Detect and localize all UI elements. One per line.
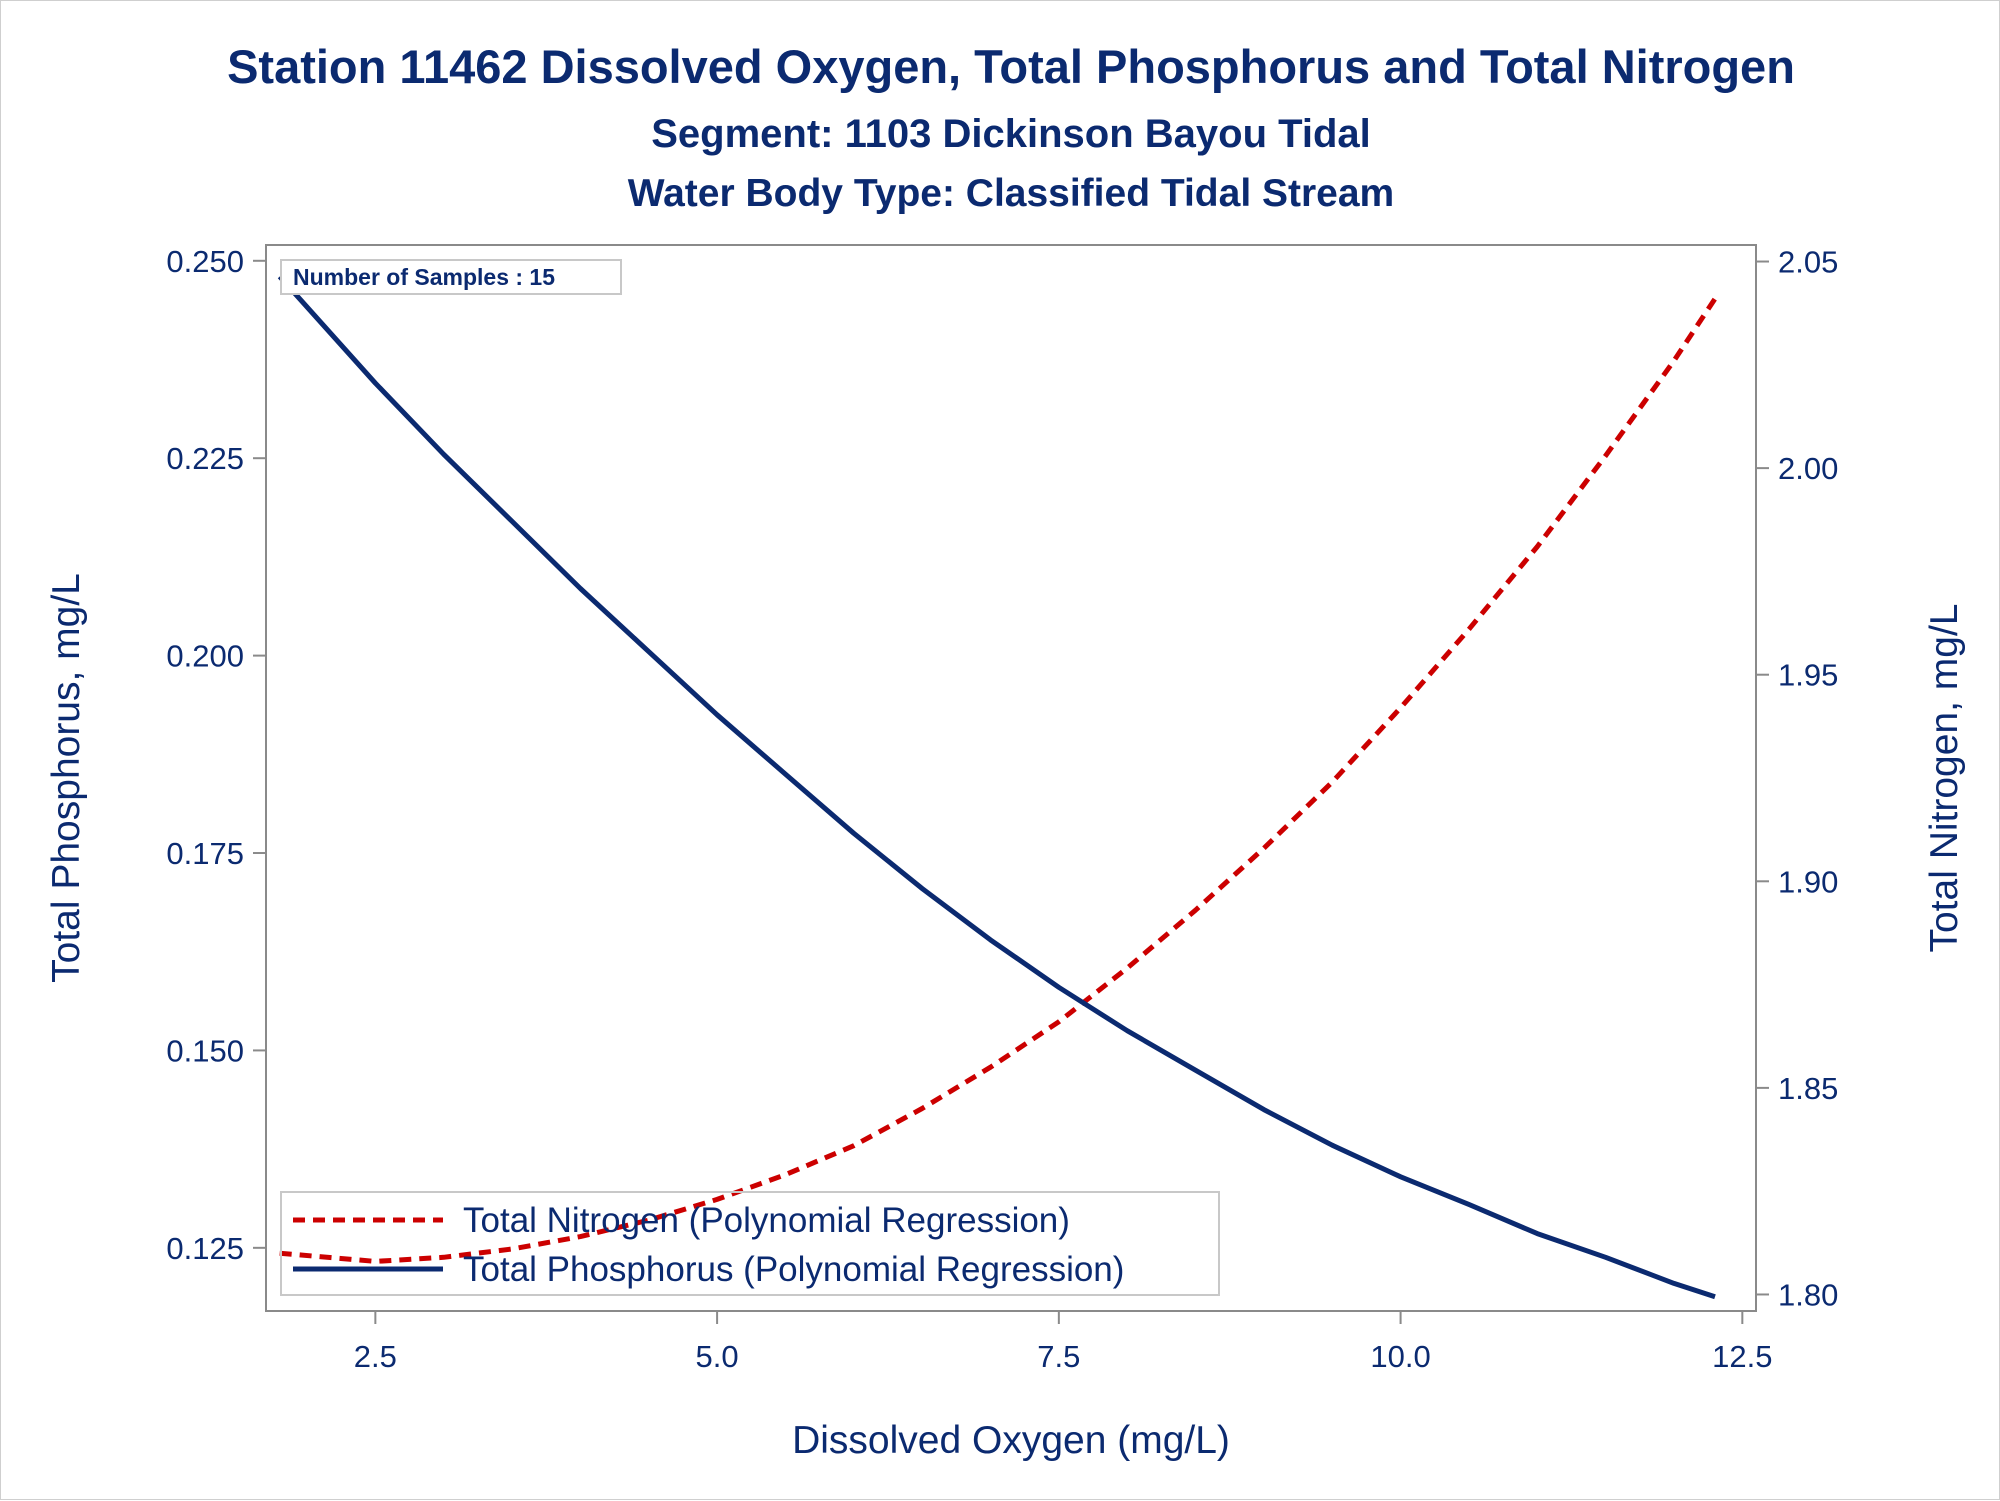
y-right-tick-label: 1.80	[1778, 1277, 1838, 1312]
x-axis-title: Dissolved Oxygen (mg/L)	[792, 1419, 1230, 1462]
y-left-tick-label: 0.125	[166, 1231, 244, 1266]
series-layer	[277, 274, 1718, 1300]
y-left-axis-title: Total Phosphorus, mg/L	[45, 573, 88, 983]
y-left-tick-label: 0.175	[166, 836, 244, 871]
chart-subtitle-segment: Segment: 1103 Dickinson Bayou Tidal	[651, 112, 1371, 156]
x-tick-label: 12.5	[1712, 1339, 1772, 1374]
x-axis: 2.5 5.0 7.5 10.0 12.5	[354, 1311, 1773, 1374]
y-right-tick-label: 1.85	[1778, 1071, 1838, 1106]
y-left-tick-label: 0.250	[166, 244, 244, 279]
y-left-axis: 0.125 0.150 0.175 0.200 0.225 0.250	[166, 244, 266, 1266]
legend-box	[280, 1191, 1220, 1296]
y-right-tick-label: 1.90	[1778, 864, 1838, 899]
samples-inset-box	[280, 259, 622, 295]
nitrogen-regression-line	[279, 297, 1718, 1264]
y-right-axis: 1.80 1.85 1.90 1.95 2.00 2.05	[1756, 245, 1838, 1312]
x-tick-label: 2.5	[354, 1339, 397, 1374]
phosphorus-regression-line	[277, 274, 1716, 1300]
y-left-tick-label: 0.225	[166, 441, 244, 476]
chart-title: Station 11462 Dissolved Oxygen, Total Ph…	[227, 40, 1795, 93]
y-left-tick-label: 0.200	[166, 639, 244, 674]
legend: Total Nitrogen (Polynomial Regression) T…	[280, 1191, 1220, 1296]
x-tick-label: 5.0	[696, 1339, 739, 1374]
y-right-axis-title: Total Nitrogen, mg/L	[1923, 603, 1966, 952]
x-tick-label: 7.5	[1037, 1339, 1080, 1374]
legend-label-phosphorus: Total Phosphorus (Polynomial Regression)	[463, 1250, 1124, 1289]
chart-subtitle-waterbody: Water Body Type: Classified Tidal Stream	[628, 172, 1394, 215]
y-right-tick-label: 2.05	[1778, 245, 1838, 280]
y-right-tick-label: 1.95	[1778, 658, 1838, 693]
y-right-tick-label: 2.00	[1778, 451, 1838, 486]
legend-label-nitrogen: Total Nitrogen (Polynomial Regression)	[463, 1201, 1070, 1240]
x-tick-label: 10.0	[1370, 1339, 1430, 1374]
y-left-tick-label: 0.150	[166, 1033, 244, 1068]
samples-inset-text: Number of Samples : 15	[293, 264, 555, 290]
plot-area	[265, 244, 1757, 1312]
samples-inset: Number of Samples : 15	[280, 259, 622, 295]
